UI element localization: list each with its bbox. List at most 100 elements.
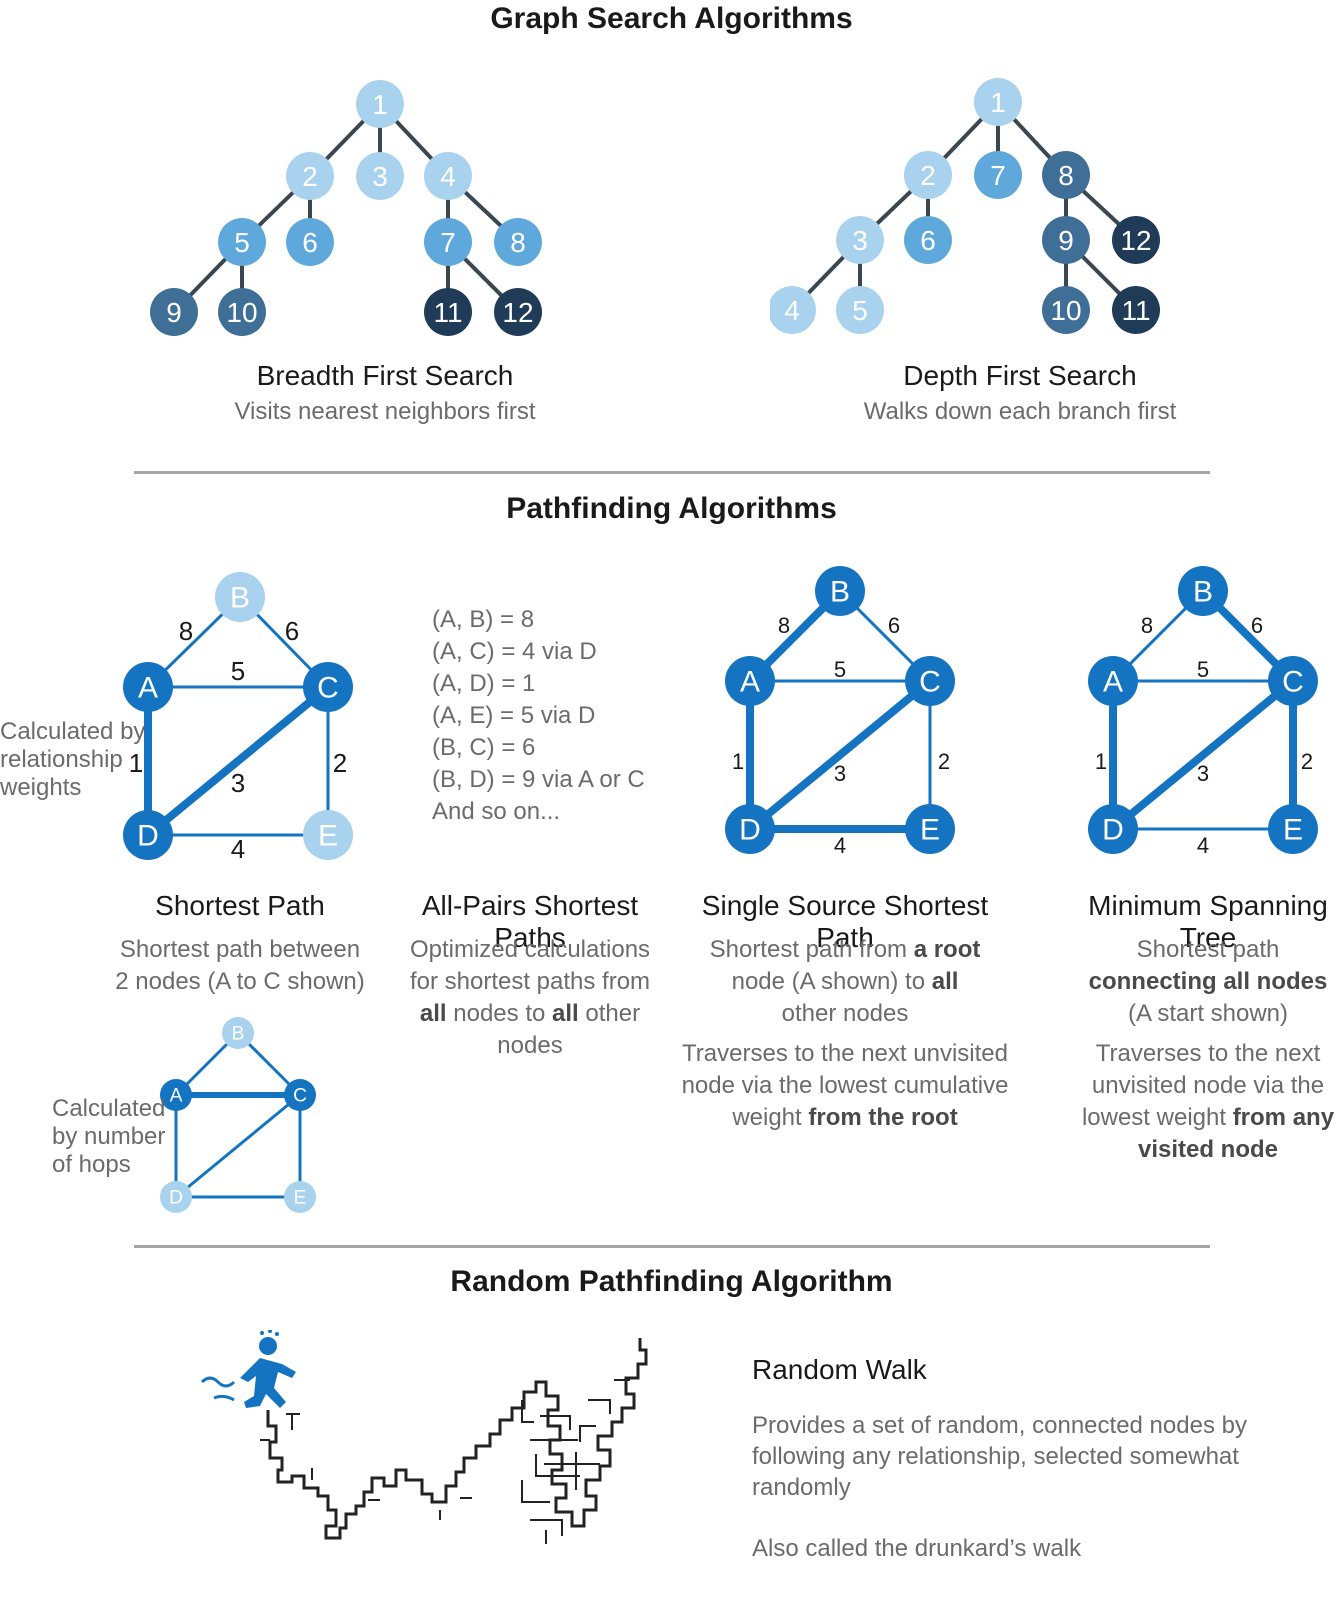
node-B: B bbox=[815, 566, 865, 616]
bfs-node-label: 1 bbox=[372, 89, 388, 120]
edge-weight-label: 6 bbox=[888, 613, 900, 638]
node-label: B bbox=[830, 576, 850, 609]
node-label: A bbox=[1103, 666, 1123, 699]
edge-weight-label: 4 bbox=[231, 834, 245, 864]
bfs-node-6: 6 bbox=[286, 218, 334, 266]
dfs-node-label: 2 bbox=[920, 160, 936, 191]
node-C: C bbox=[905, 656, 955, 706]
node-D: D bbox=[160, 1181, 192, 1213]
edge-C-D bbox=[1110, 677, 1296, 833]
random-walk-description: Provides a set of random, connected node… bbox=[752, 1412, 1247, 1501]
node-label: C bbox=[1282, 666, 1304, 699]
all-pairs-desc: Optimized calculations for shortest path… bbox=[409, 936, 651, 1059]
sssp-desc: Shortest path from a root node (A shown)… bbox=[681, 936, 1009, 1131]
hops-graph: A B C D E bbox=[160, 1017, 316, 1213]
dfs-node-2: 2 bbox=[904, 151, 952, 199]
edge-weight-label: 6 bbox=[285, 616, 299, 646]
hops-note: Calculated by number of hops bbox=[52, 1095, 166, 1178]
edge-C-D bbox=[145, 683, 331, 839]
node-B: B bbox=[222, 1017, 254, 1049]
sssp-graph: 8 6 5 1 3 2 4 A B C D E bbox=[725, 566, 955, 858]
edge-weight-label: 5 bbox=[1197, 657, 1209, 682]
node-label: A bbox=[740, 666, 760, 699]
pair-line: (B, D) = 9 via A or C bbox=[432, 766, 645, 793]
bfs-title: Breadth First Search bbox=[256, 360, 514, 391]
edge-weight-label: 4 bbox=[1197, 833, 1209, 858]
edge-weight-label: 1 bbox=[732, 749, 744, 774]
dfs-node-11: 11 bbox=[1112, 286, 1160, 334]
dfs-node-label: 8 bbox=[1058, 160, 1074, 191]
bfs-node-12: 12 bbox=[494, 288, 542, 336]
dfs-node-6: 6 bbox=[904, 216, 952, 264]
edge-weight-label: 3 bbox=[231, 768, 245, 798]
dfs-node-10: 10 bbox=[1042, 286, 1090, 334]
edge-weight-label: 6 bbox=[1251, 613, 1263, 638]
edge-C-D bbox=[175, 1093, 301, 1199]
pair-line: (A, C) = 4 via D bbox=[432, 638, 597, 665]
bfs-node-11: 11 bbox=[424, 288, 472, 336]
random-title: Random Pathfinding Algorithm bbox=[450, 1265, 893, 1298]
sssp-title: Single Source Shortest Path bbox=[701, 890, 989, 953]
bfs-node-7: 7 bbox=[424, 218, 472, 266]
random-walk-title: Random Walk bbox=[752, 1354, 927, 1385]
bfs-node-label: 9 bbox=[166, 297, 182, 328]
walker-figure-icon bbox=[200, 1330, 296, 1408]
node-label: C bbox=[919, 666, 941, 699]
bfs-node-label: 3 bbox=[372, 161, 388, 192]
edge-weight-label: 5 bbox=[231, 656, 245, 686]
node-label: E bbox=[318, 820, 338, 853]
node-C: C bbox=[1268, 656, 1318, 706]
node-label: D bbox=[739, 814, 761, 847]
bfs-subtitle: Visits nearest neighbors first bbox=[234, 398, 536, 425]
mst-graph: 8 6 5 1 3 2 4 A B C D E bbox=[1088, 566, 1318, 858]
dfs-node-7: 7 bbox=[974, 151, 1022, 199]
dfs-subtitle: Walks down each branch first bbox=[863, 398, 1177, 425]
bfs-tree: 12 3 45 6 7 89 10 11 12 bbox=[150, 80, 542, 336]
edge-C-D bbox=[747, 677, 933, 833]
dfs-node-3: 3 bbox=[836, 216, 884, 264]
dfs-node-9: 9 bbox=[1042, 216, 1090, 264]
node-B: B bbox=[1178, 566, 1228, 616]
dfs-node-label: 5 bbox=[852, 295, 868, 326]
dfs-node-12: 12 bbox=[1112, 216, 1160, 264]
bfs-node-8: 8 bbox=[494, 218, 542, 266]
random-walk-illustration bbox=[200, 1330, 648, 1544]
section-divider-1 bbox=[134, 471, 1210, 474]
dfs-node-label: 11 bbox=[1121, 295, 1150, 326]
shortest-path-desc: Shortest path between 2 nodes (A to C sh… bbox=[115, 936, 365, 995]
bfs-node-label: 8 bbox=[510, 227, 526, 258]
bfs-node-label: 12 bbox=[502, 297, 533, 328]
bfs-node-1: 1 bbox=[356, 80, 404, 128]
edge-weight-label: 8 bbox=[778, 613, 790, 638]
pair-line: (A, D) = 1 bbox=[432, 670, 536, 697]
dfs-node-label: 9 bbox=[1058, 225, 1074, 256]
node-label: B bbox=[230, 582, 250, 615]
dfs-node-label: 3 bbox=[852, 225, 868, 256]
pair-line: (A, B) = 8 bbox=[432, 606, 535, 633]
edge-weight-label: 1 bbox=[1095, 749, 1107, 774]
edge-weight-label: 2 bbox=[333, 748, 347, 778]
node-E: E bbox=[284, 1181, 316, 1213]
edge-weight-label: 2 bbox=[938, 749, 950, 774]
edge-weight-label: 3 bbox=[834, 761, 846, 786]
bfs-node-5: 5 bbox=[218, 218, 266, 266]
node-D: D bbox=[725, 804, 775, 854]
edge-weight-label: 8 bbox=[179, 616, 193, 646]
dfs-node-label: 7 bbox=[990, 160, 1006, 191]
dfs-node-label: 4 bbox=[784, 295, 800, 326]
node-label: E bbox=[1283, 814, 1303, 847]
edge-weight-label: 4 bbox=[834, 833, 846, 858]
pathfinding-title: Pathfinding Algorithms bbox=[506, 492, 837, 525]
bfs-node-9: 9 bbox=[150, 288, 198, 336]
node-D: D bbox=[123, 810, 173, 860]
pair-line: (A, E) = 5 via D bbox=[432, 702, 596, 729]
bfs-node-10: 10 bbox=[218, 288, 266, 336]
edge-weight-label: 5 bbox=[834, 657, 846, 682]
node-A: A bbox=[725, 656, 775, 706]
node-E: E bbox=[303, 810, 353, 860]
random-walk-path bbox=[266, 1338, 648, 1540]
edge-weight-label: 2 bbox=[1301, 749, 1313, 774]
node-C: C bbox=[303, 662, 353, 712]
dfs-node-4: 4 bbox=[770, 286, 816, 334]
